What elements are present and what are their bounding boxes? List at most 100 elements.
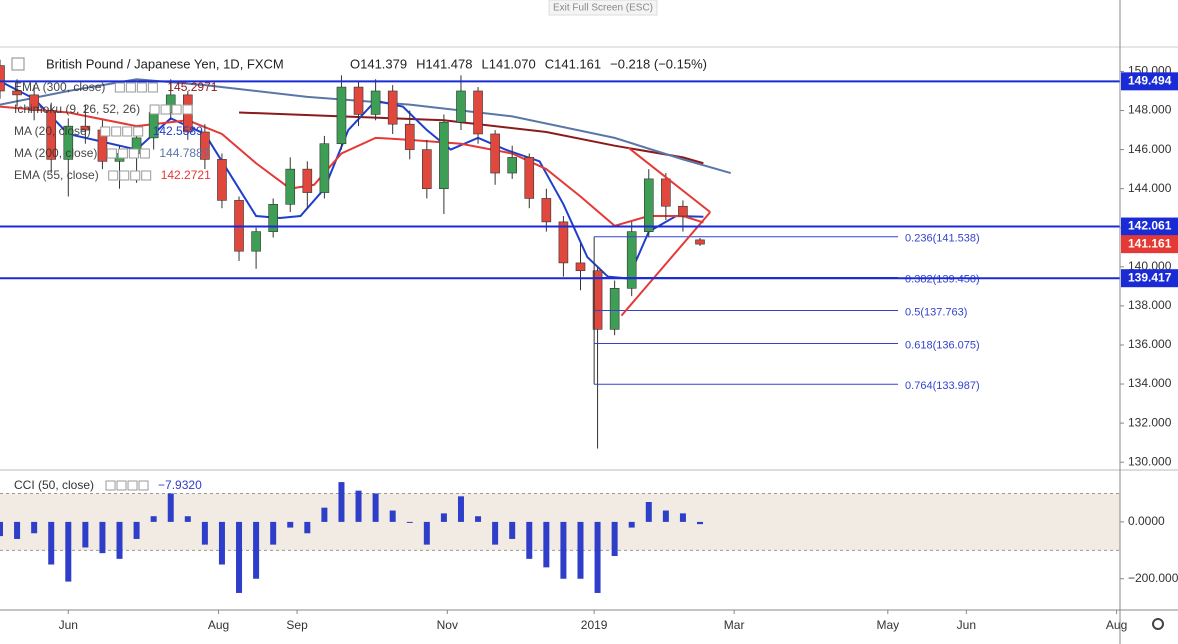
indicator-name: MA (200, close) bbox=[14, 146, 97, 160]
cci-bar bbox=[304, 521, 311, 534]
indicator-button bbox=[111, 126, 122, 137]
candle-body bbox=[353, 86, 364, 115]
cci-bar bbox=[372, 493, 379, 522]
cci-bar bbox=[218, 521, 225, 565]
y-tick-label: 0.0000 bbox=[1128, 514, 1165, 528]
y-tick-label: 146.000 bbox=[1128, 142, 1172, 156]
candle-body bbox=[217, 159, 227, 201]
candle-body bbox=[439, 121, 449, 189]
cci-bar bbox=[509, 521, 516, 539]
indicator-button bbox=[171, 104, 182, 115]
indicator-button bbox=[147, 82, 158, 93]
trendline bbox=[620, 211, 712, 317]
indicator-button bbox=[125, 82, 136, 93]
indicator-button bbox=[136, 82, 147, 93]
cci-bar bbox=[475, 516, 482, 522]
candle-body bbox=[524, 157, 535, 199]
level-tag bbox=[1121, 217, 1178, 236]
exit-button[interactable] bbox=[548, 0, 658, 16]
candle-body bbox=[592, 270, 603, 330]
indicator-button bbox=[106, 148, 117, 159]
overlay: Jun Aug Sep Nov 2019 Mar May Jun Aug 130.000 132.0… bbox=[0, 56, 1178, 632]
candle-body bbox=[0, 65, 5, 92]
cci-bar bbox=[270, 521, 277, 545]
candle-body bbox=[661, 178, 671, 207]
cci-bar bbox=[543, 521, 550, 568]
cci-bar bbox=[133, 521, 140, 539]
cci-bar bbox=[253, 521, 260, 579]
cci-bar bbox=[389, 510, 396, 522]
price-tag bbox=[1121, 235, 1178, 254]
indicator-button bbox=[122, 126, 133, 137]
indicator-button bbox=[141, 170, 152, 181]
indicator-value: 142.2721 bbox=[161, 168, 211, 182]
candle-body bbox=[63, 125, 74, 160]
indicator-button bbox=[119, 170, 130, 181]
cci-bar bbox=[697, 521, 703, 525]
trendline bbox=[627, 146, 711, 213]
cci-bar bbox=[628, 521, 635, 528]
candle-body bbox=[336, 86, 347, 145]
ohlc-readout: H141.478 bbox=[416, 56, 472, 71]
candle-body bbox=[558, 221, 569, 264]
cci-bar bbox=[577, 521, 584, 579]
fib-label: 0.236(141.538) bbox=[905, 233, 980, 245]
indicator-button bbox=[100, 126, 111, 137]
y-tick-label: 130.000 bbox=[1128, 454, 1172, 468]
indicator-button bbox=[138, 480, 149, 491]
cci-bar bbox=[457, 496, 464, 522]
exit-button-label[interactable]: Exit Full Screen (ESC) bbox=[553, 3, 653, 14]
indicator-name: MA (20, close) bbox=[14, 124, 91, 138]
x-tick-label: Jun bbox=[957, 618, 976, 632]
candle-body bbox=[200, 131, 210, 160]
cci-bar bbox=[31, 521, 38, 534]
symbol-title: British Pound / Japanese Yen, 1D, FXCM bbox=[46, 56, 284, 71]
cci-bar bbox=[440, 513, 447, 522]
cci-bar bbox=[287, 521, 294, 528]
price-tag-label: 141.161 bbox=[1128, 236, 1172, 250]
y-tick-label: 138.000 bbox=[1128, 298, 1172, 312]
x-tick-label: 2019 bbox=[581, 618, 608, 632]
indicator-button bbox=[160, 104, 171, 115]
y-tick-label: 132.000 bbox=[1128, 415, 1172, 429]
y-tick-label: −200.0000 bbox=[1128, 571, 1178, 585]
cci-bar bbox=[236, 521, 243, 593]
indicator-button bbox=[133, 126, 144, 137]
cci-bar bbox=[321, 507, 328, 522]
indicator-button bbox=[127, 480, 138, 491]
settings-icon[interactable] bbox=[1152, 618, 1164, 630]
candle-body bbox=[473, 90, 483, 135]
y-tick-label: 134.000 bbox=[1128, 376, 1172, 390]
cci-bar bbox=[611, 521, 618, 556]
candle-body bbox=[541, 198, 552, 223]
cci-bar bbox=[184, 516, 191, 522]
candle-body bbox=[319, 143, 330, 193]
cci-bar bbox=[116, 521, 123, 559]
cci-bar bbox=[150, 516, 157, 522]
cci-bar bbox=[594, 521, 601, 593]
level-label: 142.061 bbox=[1128, 219, 1172, 233]
candle-body bbox=[456, 90, 466, 123]
y-tick-label: 136.000 bbox=[1128, 337, 1172, 351]
cci-bar bbox=[167, 493, 174, 522]
candle-body bbox=[370, 90, 381, 115]
candle-body bbox=[46, 110, 57, 160]
cci-bar bbox=[492, 521, 499, 545]
indicator-button bbox=[130, 170, 141, 181]
indicator-button bbox=[108, 170, 119, 181]
fib-label: 0.382(139.450) bbox=[905, 273, 980, 285]
cci-bar bbox=[99, 521, 106, 554]
candle-body bbox=[695, 239, 705, 245]
indicator-button bbox=[114, 82, 125, 93]
fib-label: 0.764(133.987) bbox=[905, 380, 980, 392]
candle-body bbox=[285, 168, 296, 205]
x-tick-label: Jun bbox=[59, 618, 78, 632]
indicator-button bbox=[116, 480, 127, 491]
indicator-button bbox=[128, 148, 139, 159]
cci-pane: 0.0000 −200.0000 CCI (50, close) −7.9320 bbox=[0, 478, 1178, 593]
candle-body bbox=[80, 125, 91, 131]
cci-bar bbox=[14, 521, 21, 539]
cci-bar bbox=[526, 521, 533, 559]
symbol-icon[interactable] bbox=[11, 57, 25, 71]
